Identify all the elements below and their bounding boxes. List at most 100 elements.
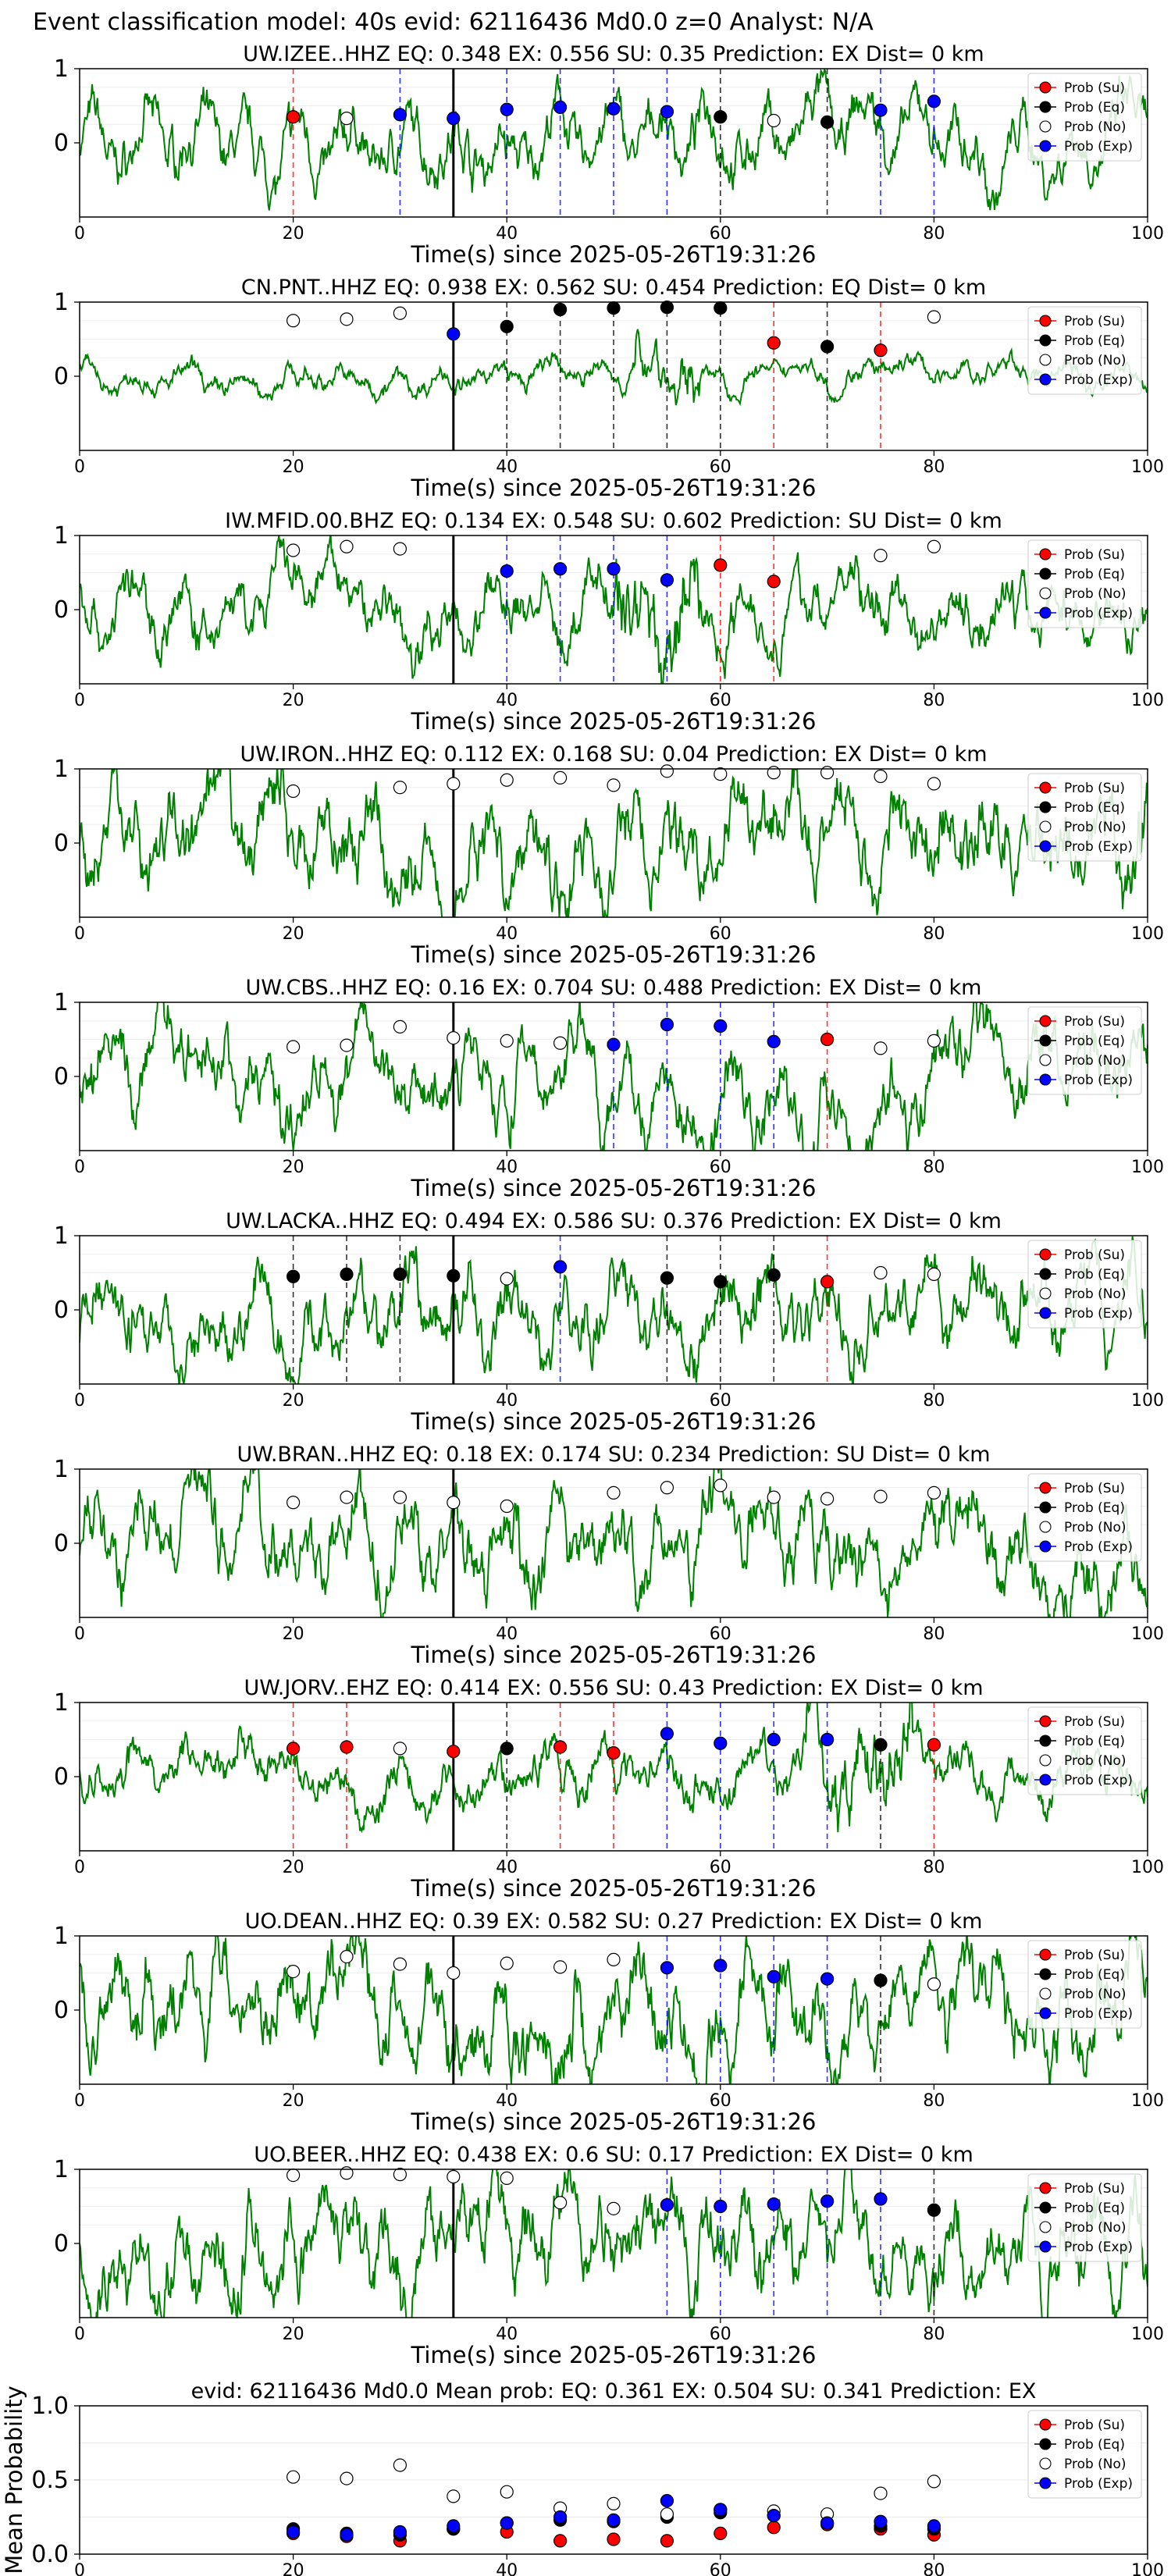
waveform-trace — [80, 1936, 1148, 2084]
legend-box — [1027, 539, 1142, 628]
x-tick-label: 40 — [496, 2091, 518, 2111]
legend-label: Prob (Eq) — [1064, 100, 1125, 116]
legend-label: Prob (No) — [1064, 1987, 1127, 2002]
legend-eq-marker — [1039, 2201, 1052, 2214]
prob-su-marker — [447, 1745, 461, 1759]
y-tick-label: 0 — [54, 130, 69, 157]
x-tick-label: 100 — [1131, 457, 1164, 477]
prob-no-marker — [927, 1267, 941, 1282]
legend-no-marker — [1039, 354, 1052, 366]
prob-no-marker — [553, 1960, 568, 1974]
legend-label: Prob (Su) — [1064, 2181, 1125, 2197]
legend-label: Prob (Eq) — [1064, 1500, 1125, 1516]
legend-label: Prob (No) — [1064, 820, 1127, 835]
prob-no-marker — [447, 1030, 461, 1045]
legend-eq-marker — [1039, 1034, 1052, 1047]
prob-exp-marker — [607, 562, 621, 576]
x-tick-label: 40 — [496, 2561, 518, 2576]
prob-no-marker — [393, 2168, 408, 2182]
prob-no-marker — [714, 1478, 728, 1493]
legend-label: Prob (Su) — [1064, 314, 1125, 329]
plot-area — [80, 535, 1148, 684]
x-tick-label: 0 — [74, 1158, 85, 1177]
y-tick-label: 1 — [54, 2156, 69, 2183]
legend-label: Prob (Su) — [1064, 547, 1125, 563]
prob-no-marker — [927, 1485, 941, 1500]
panel-title: evid: 62116436 Md0.0 Mean prob: EQ: 0.36… — [191, 2379, 1037, 2403]
prob-su-marker — [874, 343, 888, 358]
prob-no-marker — [607, 1485, 621, 1500]
prob-exp-marker — [660, 2494, 674, 2508]
legend-label: Prob (No) — [1064, 1520, 1127, 1535]
plot-area — [80, 69, 1148, 217]
prob-no-marker — [553, 770, 568, 785]
prob-no-marker — [340, 1038, 354, 1052]
y-tick-label: 1.0 — [31, 2393, 69, 2420]
prob-no-marker — [393, 1490, 408, 1504]
y-tick-label: 1 — [54, 522, 69, 550]
x-tick-label: 100 — [1131, 1624, 1164, 1644]
x-tick-label: 80 — [923, 224, 945, 244]
panel-3: IW.MFID.00.BHZ EQ: 0.134 EX: 0.548 SU: 0… — [54, 509, 1164, 735]
x-tick-label: 20 — [283, 457, 304, 477]
prob-no-marker — [447, 1966, 461, 1980]
prob-su-marker — [287, 110, 301, 124]
legend-label: Prob (Su) — [1064, 1481, 1125, 1496]
x-tick-label: 60 — [710, 924, 731, 944]
prob-no-marker — [607, 778, 621, 792]
x-tick-label: 20 — [283, 691, 304, 710]
prob-eq-marker — [660, 301, 674, 315]
prob-no-marker — [500, 1034, 514, 1048]
legend-no-marker — [1039, 1521, 1052, 1533]
plot-area — [80, 302, 1148, 450]
panel-4: UW.IRON..HHZ EQ: 0.112 EX: 0.168 SU: 0.0… — [54, 742, 1164, 968]
legend-label: Prob (Su) — [1064, 2418, 1125, 2433]
x-tick-label: 60 — [710, 457, 731, 477]
x-tick-label: 40 — [496, 2325, 518, 2344]
axes-frame — [79, 1235, 1148, 1385]
prob-su-marker — [767, 2521, 781, 2535]
prob-exp-marker — [714, 1959, 728, 1973]
legend-no-marker — [1039, 120, 1052, 133]
legend-exp-marker — [1039, 607, 1052, 619]
prob-no-marker — [927, 539, 941, 553]
prob-exp-marker — [714, 2503, 728, 2517]
prob-exp-marker — [820, 1732, 835, 1747]
prob-no-marker — [874, 1265, 888, 1280]
x-tick-label: 40 — [496, 1158, 518, 1177]
panel-8: UW.JORV..EHZ EQ: 0.414 EX: 0.556 SU: 0.4… — [54, 1676, 1164, 1902]
legend-label: Prob (Su) — [1064, 781, 1125, 796]
x-axis-label: Time(s) since 2025-05-26T19:31:26 — [411, 1175, 817, 1201]
prob-exp-marker — [447, 112, 461, 126]
prob-exp-marker — [500, 564, 514, 578]
prob-no-marker — [393, 1957, 408, 1971]
prob-exp-marker — [767, 1969, 781, 1984]
prob-no-marker — [447, 2169, 461, 2184]
panel-7: UW.BRAN..HHZ EQ: 0.18 EX: 0.174 SU: 0.23… — [54, 1443, 1164, 1668]
x-tick-label: 60 — [710, 1624, 731, 1644]
prob-no-marker — [767, 766, 781, 780]
prob-no-marker — [393, 306, 408, 320]
y-tick-label: 0 — [54, 830, 69, 857]
x-tick-label: 100 — [1131, 1858, 1164, 1877]
prob-exp-marker — [607, 101, 621, 116]
prob-no-marker — [874, 769, 888, 784]
legend-label: Prob (Su) — [1064, 1014, 1125, 1030]
prob-su-marker — [714, 2526, 728, 2540]
x-tick-label: 40 — [496, 224, 518, 244]
prob-no-marker — [393, 781, 408, 795]
legend-label: Prob (Exp) — [1064, 606, 1133, 621]
x-tick-label: 20 — [283, 2091, 304, 2111]
prob-no-marker — [927, 310, 941, 324]
prob-no-marker — [820, 1492, 835, 1506]
prob-no-marker — [287, 784, 301, 799]
legend-su-marker — [1039, 1015, 1052, 1027]
waveform-trace — [80, 1236, 1148, 1384]
legend: Prob (Su) Prob (Eq) Prob (No) Prob (Exp) — [1027, 73, 1142, 162]
prob-no-marker — [660, 1481, 674, 1495]
x-tick-label: 100 — [1131, 924, 1164, 944]
panel-title: UW.CBS..HHZ EQ: 0.16 EX: 0.704 SU: 0.488… — [246, 976, 982, 1000]
legend: Prob (Su) Prob (Eq) Prob (No) Prob (Exp) — [1027, 306, 1142, 395]
y-tick-label: 1 — [54, 1456, 69, 1483]
prob-exp-marker — [874, 103, 888, 117]
